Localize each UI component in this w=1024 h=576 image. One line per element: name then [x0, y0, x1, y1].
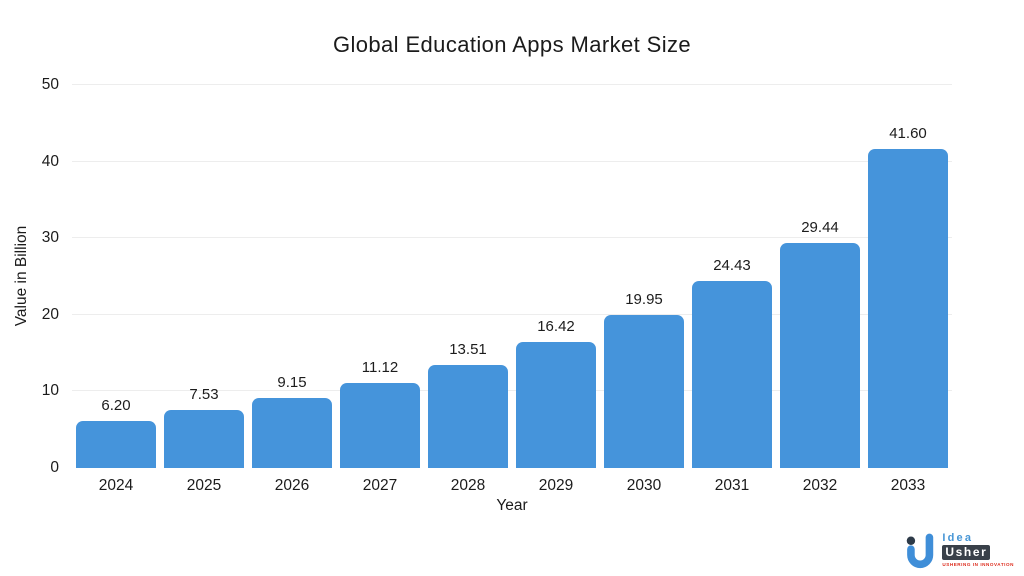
x-tick-label-2028: 2028: [450, 477, 486, 494]
x-tick-label-2032: 2032: [802, 477, 838, 494]
x-tick-label-2030: 2030: [626, 477, 662, 494]
value-label-2032: 29.44: [801, 218, 839, 236]
x-tick-label-2031: 2031: [714, 477, 750, 494]
gridline-y10: [72, 390, 952, 392]
plot-area: 0 10 20 30 40 50 6.20 2024 7.53 2025 9.15 2026 11.12…: [42, 76, 952, 494]
gridline-y40: [72, 160, 952, 162]
x-tick-label-2029: 2029: [538, 477, 574, 494]
value-label-2024: 6.20: [101, 396, 131, 414]
logo-name-top: Idea: [942, 532, 974, 544]
value-label-2027: 11.12: [361, 358, 399, 376]
value-label-2030: 19.95: [625, 291, 663, 309]
gridline-y20: [72, 313, 952, 315]
y-tick-label-20: 20: [41, 305, 59, 323]
bar-2031: [692, 280, 772, 468]
gridline-y30: [72, 237, 952, 239]
y-tick-label-30: 30: [41, 229, 59, 247]
x-tick-label-2026: 2026: [274, 477, 310, 494]
ideausher-logo-text: Idea Usher USHERING IN INNOVATION: [942, 532, 1014, 568]
y-tick-label-0: 0: [50, 459, 59, 476]
gridline-y50: [72, 84, 952, 85]
logo-name-bottom: Usher: [942, 545, 991, 560]
value-label-2028: 13.51: [449, 340, 487, 358]
ideausher-logo: Idea Usher USHERING IN INNOVATION: [900, 527, 1014, 573]
x-tick-label-2024: 2024: [98, 477, 134, 494]
bar-2024: [76, 420, 156, 468]
bar-2028: [428, 364, 508, 468]
y-tick-label-50: 50: [41, 76, 59, 93]
logo-tagline: USHERING IN INNOVATION: [942, 562, 1014, 567]
value-label-2026: 9.15: [277, 373, 307, 391]
y-tick-label-10: 10: [41, 382, 59, 400]
bar-2032: [780, 242, 860, 468]
bar-2029: [516, 342, 596, 468]
y-tick-label-40: 40: [41, 152, 59, 170]
bar-2027: [340, 382, 420, 468]
x-tick-label-2027: 2027: [362, 477, 398, 494]
bar-2030: [604, 315, 684, 468]
value-label-2033: 41.60: [889, 125, 927, 143]
x-axis-title: Year: [496, 497, 528, 514]
value-label-2031: 24.43: [713, 256, 751, 274]
bar-2026: [252, 397, 332, 468]
x-tick-label-2033: 2033: [890, 477, 926, 494]
bar-2025: [164, 410, 244, 468]
chart-title: Global Education Apps Market Size: [332, 32, 692, 57]
ideausher-logo-icon: [907, 533, 934, 569]
value-label-2025: 7.53: [189, 386, 219, 404]
bar-2033: [868, 149, 948, 468]
x-tick-label-2025: 2025: [186, 477, 222, 494]
value-label-2029: 16.42: [537, 318, 575, 336]
